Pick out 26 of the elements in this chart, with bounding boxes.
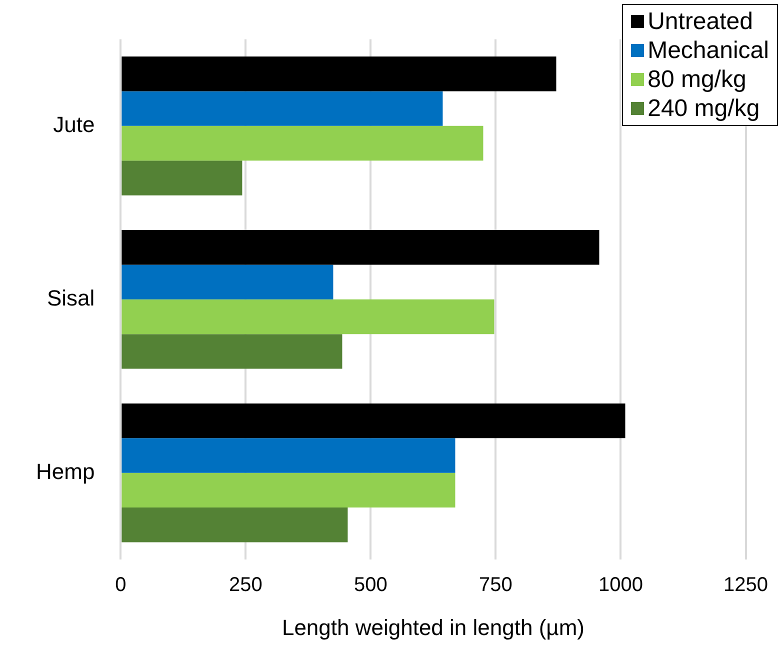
x-axis-title: Length weighted in length (µm): [282, 614, 584, 640]
bar: [122, 438, 456, 473]
bar: [122, 299, 494, 334]
y-tick-label: Jute: [53, 112, 95, 137]
x-tick-label: 250: [229, 574, 262, 596]
bar: [122, 403, 626, 438]
y-tick-label: Sisal: [46, 285, 95, 310]
x-tick-label: 750: [479, 574, 512, 596]
bar: [122, 126, 484, 161]
legend-label: 80 mg/kg: [648, 66, 746, 93]
bar: [122, 56, 556, 92]
x-tick-label: 1000: [598, 574, 643, 596]
x-tick-label: 0: [115, 574, 126, 596]
y-tick-label: Hemp: [36, 458, 95, 484]
legend-label: Mechanical: [648, 37, 769, 64]
bar: [122, 264, 334, 300]
bar: [122, 334, 342, 369]
legend-label: 240 mg/kg: [648, 95, 760, 122]
bar: [122, 230, 600, 265]
x-tick-label: 1250: [724, 574, 768, 596]
bar: [122, 508, 348, 542]
x-tick-label: 500: [354, 574, 388, 596]
bar: [122, 472, 456, 508]
bar: [122, 91, 443, 126]
legend-label: Untreated: [648, 8, 753, 35]
bar: [122, 160, 242, 196]
